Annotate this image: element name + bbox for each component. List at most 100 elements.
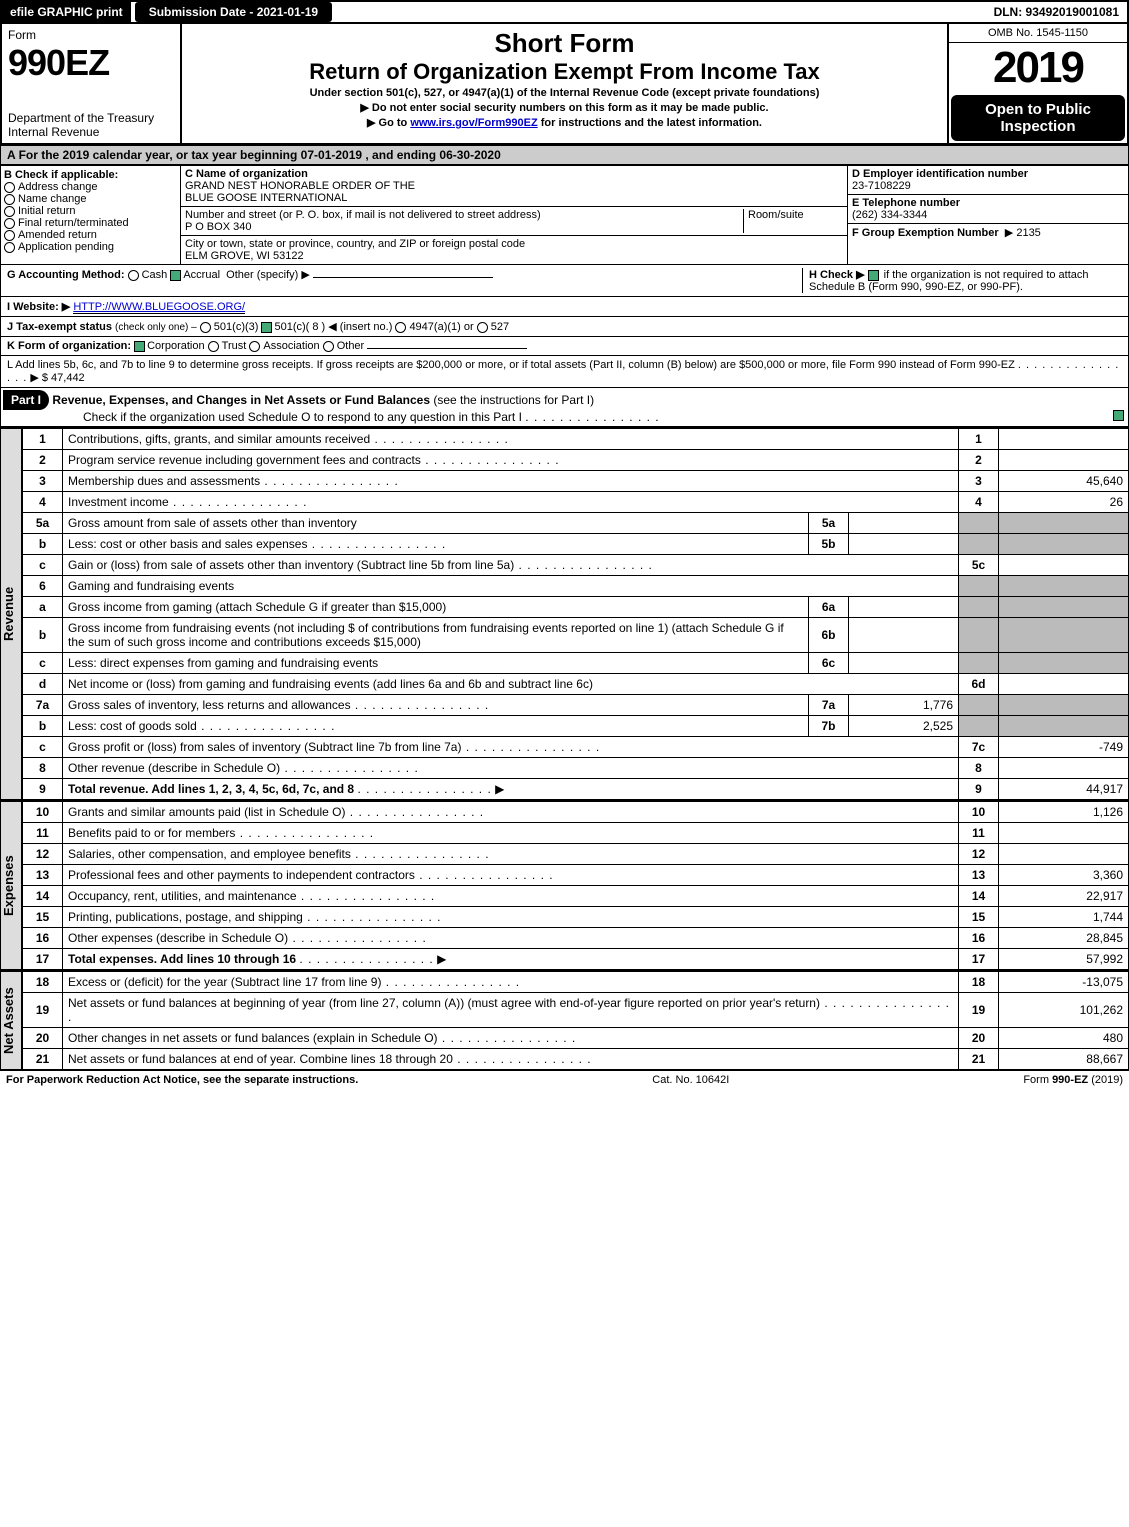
line-19: 19Net assets or fund balances at beginni… bbox=[23, 993, 1129, 1028]
check-cash[interactable] bbox=[128, 270, 139, 281]
line-2: 2Program service revenue including gover… bbox=[23, 450, 1129, 471]
expenses-section: Expenses 10Grants and similar amounts pa… bbox=[0, 800, 1129, 970]
phone-label: E Telephone number bbox=[852, 197, 960, 209]
line-7c: cGross profit or (loss) from sales of in… bbox=[23, 737, 1129, 758]
box-c: C Name of organization GRAND NEST HONORA… bbox=[181, 166, 848, 264]
opt-initial-return: Initial return bbox=[18, 205, 75, 217]
l-amount: $ 47,442 bbox=[42, 372, 85, 384]
check-sched-b[interactable] bbox=[868, 270, 879, 281]
opt-app-pending: Application pending bbox=[18, 241, 114, 253]
top-bar: efile GRAPHIC print Submission Date - 20… bbox=[0, 0, 1129, 24]
line-12: 12Salaries, other compensation, and empl… bbox=[23, 844, 1129, 865]
opt-address-change: Address change bbox=[18, 181, 98, 193]
return-title: Return of Organization Exempt From Incom… bbox=[190, 59, 939, 85]
box-b-label: B Check if applicable: bbox=[4, 169, 118, 181]
line-6b: bGross income from fundraising events (n… bbox=[23, 618, 1129, 653]
check-final-return[interactable] bbox=[4, 218, 15, 229]
website-link[interactable]: HTTP://WWW.BLUEGOOSE.ORG/ bbox=[73, 301, 245, 314]
subtitle: Under section 501(c), 527, or 4947(a)(1)… bbox=[190, 87, 939, 99]
j-hint: (check only one) – bbox=[115, 322, 197, 333]
check-trust[interactable] bbox=[208, 341, 219, 352]
phone-value: (262) 334-3344 bbox=[852, 209, 927, 221]
org-name-2: BLUE GOOSE INTERNATIONAL bbox=[185, 192, 347, 204]
line-17: 17Total expenses. Add lines 10 through 1… bbox=[23, 949, 1129, 970]
omb-number: OMB No. 1545-1150 bbox=[949, 24, 1127, 43]
opt-other-method: Other (specify) ▶ bbox=[226, 269, 310, 281]
box-b: B Check if applicable: Address change Na… bbox=[1, 166, 181, 264]
check-app-pending[interactable] bbox=[4, 242, 15, 253]
k-label: K Form of organization: bbox=[7, 340, 131, 352]
short-form-title: Short Form bbox=[190, 28, 939, 59]
line-8: 8Other revenue (describe in Schedule O)8 bbox=[23, 758, 1129, 779]
tax-year: 2019 bbox=[949, 43, 1127, 93]
dept-label: Department of the Treasury bbox=[8, 111, 174, 125]
form-number: 990EZ bbox=[8, 42, 174, 84]
submission-date: Submission Date - 2021-01-19 bbox=[135, 2, 332, 22]
instructions-link-line: Go to www.irs.gov/Form990EZ for instruct… bbox=[190, 116, 939, 129]
opt-cash: Cash bbox=[142, 269, 168, 281]
header-right: OMB No. 1545-1150 2019 Open to Public In… bbox=[947, 24, 1127, 143]
opt-other-org: Other bbox=[337, 340, 365, 352]
opt-501c: 501(c)( 8 ) ◀ (insert no.) bbox=[274, 321, 392, 333]
header-center: Short Form Return of Organization Exempt… bbox=[182, 24, 947, 143]
check-other-org[interactable] bbox=[323, 341, 334, 352]
check-assoc[interactable] bbox=[249, 341, 260, 352]
expenses-table: 10Grants and similar amounts paid (list … bbox=[22, 801, 1129, 970]
page-footer: For Paperwork Reduction Act Notice, see … bbox=[0, 1070, 1129, 1089]
other-method-input[interactable] bbox=[313, 277, 493, 278]
check-501c[interactable] bbox=[261, 322, 272, 333]
ein-value: 23-7108229 bbox=[852, 180, 911, 192]
line-16: 16Other expenses (describe in Schedule O… bbox=[23, 928, 1129, 949]
part1-title: Revenue, Expenses, and Changes in Net As… bbox=[52, 393, 430, 407]
line-6a: aGross income from gaming (attach Schedu… bbox=[23, 597, 1129, 618]
opt-501c3: 501(c)(3) bbox=[214, 321, 259, 333]
revenue-table: 1Contributions, gifts, grants, and simil… bbox=[22, 428, 1129, 800]
check-accrual[interactable] bbox=[170, 270, 181, 281]
line-13: 13Professional fees and other payments t… bbox=[23, 865, 1129, 886]
check-address-change[interactable] bbox=[4, 182, 15, 193]
check-corp[interactable] bbox=[134, 341, 145, 352]
other-org-input[interactable] bbox=[367, 348, 527, 349]
check-schedule-o[interactable] bbox=[1113, 410, 1124, 421]
part1-header-row: Part I Revenue, Expenses, and Changes in… bbox=[0, 388, 1129, 427]
c-name-label: C Name of organization bbox=[185, 168, 308, 180]
check-527[interactable] bbox=[477, 322, 488, 333]
l-text: L Add lines 5b, 6c, and 7b to line 9 to … bbox=[7, 359, 1015, 371]
efile-print-label[interactable]: efile GRAPHIC print bbox=[2, 2, 131, 22]
tax-period-row: A For the 2019 calendar year, or tax yea… bbox=[0, 145, 1129, 165]
addr-label: Number and street (or P. O. box, if mail… bbox=[185, 209, 541, 221]
line-20: 20Other changes in net assets or fund ba… bbox=[23, 1028, 1129, 1049]
check-501c3[interactable] bbox=[200, 322, 211, 333]
irs-label: Internal Revenue bbox=[8, 125, 174, 139]
footer-mid: Cat. No. 10642I bbox=[652, 1074, 729, 1086]
check-initial-return[interactable] bbox=[4, 206, 15, 217]
part1-check-line: Check if the organization used Schedule … bbox=[3, 410, 522, 424]
row-g-h: G Accounting Method: Cash Accrual Other … bbox=[0, 265, 1129, 297]
line-9: 9Total revenue. Add lines 1, 2, 3, 4, 5c… bbox=[23, 779, 1129, 800]
box-d-e-f: D Employer identification number 23-7108… bbox=[848, 166, 1128, 264]
goto-suffix: for instructions and the latest informat… bbox=[541, 117, 762, 129]
check-name-change[interactable] bbox=[4, 194, 15, 205]
line-5a: 5aGross amount from sale of assets other… bbox=[23, 513, 1129, 534]
opt-accrual: Accrual bbox=[183, 269, 220, 281]
check-4947[interactable] bbox=[395, 322, 406, 333]
check-amended-return[interactable] bbox=[4, 230, 15, 241]
line-5b: bLess: cost or other basis and sales exp… bbox=[23, 534, 1129, 555]
opt-527: 527 bbox=[491, 321, 509, 333]
opt-final-return: Final return/terminated bbox=[18, 217, 129, 229]
revenue-side-label: Revenue bbox=[0, 428, 22, 800]
net-assets-side-label: Net Assets bbox=[0, 971, 22, 1070]
group-value: 2135 bbox=[1016, 227, 1040, 239]
j-label: J Tax-exempt status bbox=[7, 321, 112, 333]
opt-amended-return: Amended return bbox=[18, 229, 97, 241]
info-grid: B Check if applicable: Address change Na… bbox=[0, 165, 1129, 265]
instructions-link[interactable]: www.irs.gov/Form990EZ bbox=[410, 117, 537, 129]
tax-period-text: For the 2019 calendar year, or tax year … bbox=[19, 148, 501, 162]
line-10: 10Grants and similar amounts paid (list … bbox=[23, 802, 1129, 823]
form-label: Form bbox=[8, 28, 36, 42]
ein-label: D Employer identification number bbox=[852, 168, 1028, 180]
part1-hint: (see the instructions for Part I) bbox=[433, 393, 594, 407]
opt-trust: Trust bbox=[222, 340, 247, 352]
line-4: 4Investment income426 bbox=[23, 492, 1129, 513]
line-18: 18Excess or (deficit) for the year (Subt… bbox=[23, 972, 1129, 993]
